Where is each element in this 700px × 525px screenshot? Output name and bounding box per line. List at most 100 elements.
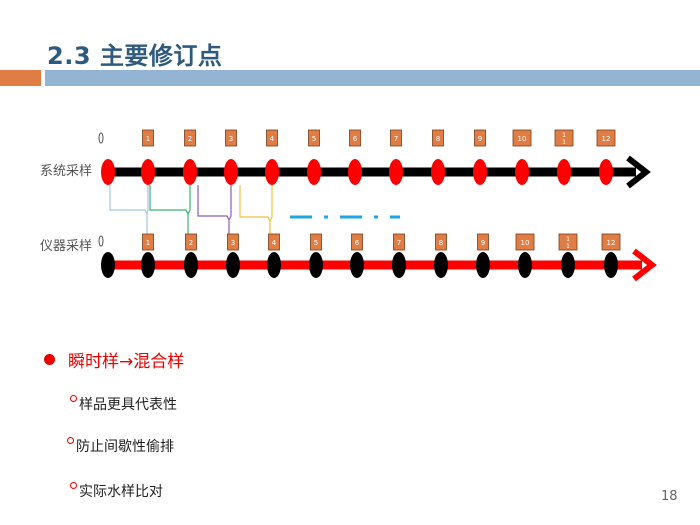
sub-bullet-text: 样品更具代表性 (79, 397, 177, 413)
instrument-sample-label-box (142, 233, 154, 251)
sample-connector-line (109, 185, 149, 235)
system-sample-label-box (142, 129, 154, 147)
instrument-sample-dot (350, 252, 364, 278)
header-accent-orange (0, 70, 41, 86)
main-bullet-text: 瞬时样→混合样 (68, 352, 185, 372)
sub-bullet: 样品更具代表性 (70, 394, 177, 414)
system-sample-dot (473, 159, 487, 185)
system-sampling-label: 系统采样 (40, 164, 93, 179)
ring-bullet-icon (67, 437, 74, 444)
instrument-sampling-label: 仪器采样 (40, 239, 93, 254)
instrument-sample-label-box (558, 233, 578, 251)
instrument-sample-dot (309, 252, 323, 278)
instrument-sample-label-text: 1 (566, 236, 570, 243)
system-sample-dot (183, 159, 197, 185)
bullet-dot-icon (44, 354, 55, 365)
instrument-sample-label-text: 3 (231, 239, 235, 247)
system-sample-label-box (225, 129, 237, 147)
instrument-sample-label-text: 10 (521, 239, 530, 247)
ring-bullet-icon (70, 482, 77, 489)
zero-label-ellipse (98, 235, 104, 247)
instrument-arrowhead-icon (632, 248, 657, 282)
system-sample-label-text: 1 (562, 139, 566, 146)
system-sample-dot (101, 159, 115, 185)
system-sample-label-box (349, 129, 361, 147)
system-sample-label-text: 1 (146, 135, 150, 143)
instrument-sample-label-box (601, 233, 621, 251)
instrument-sample-label-text: 5 (314, 239, 318, 247)
instrument-sample-label-text: 12 (607, 239, 616, 247)
instrument-sample-label-box (268, 233, 280, 251)
instrument-sample-label-text: 1 (566, 243, 570, 250)
instrument-sample-label-box (393, 233, 405, 251)
ring-bullet-icon (70, 395, 77, 402)
instrument-sample-dot (101, 252, 115, 278)
sub-bullet: 实际水样比对 (70, 481, 163, 501)
system-sample-label-text: 4 (270, 135, 275, 143)
system-arrowhead-icon (626, 155, 651, 189)
instrument-sample-dot (141, 252, 155, 278)
instrument-sample-label-text: 8 (439, 239, 443, 247)
instrument-sample-label-box (227, 233, 239, 251)
instrument-sample-label-text: 7 (397, 239, 401, 247)
system-sample-dot (265, 159, 279, 185)
system-sample-label-box (596, 129, 616, 147)
sample-connector-line (239, 185, 273, 235)
instrument-sample-dot (392, 252, 406, 278)
instrument-sample-label-text: 1 (146, 239, 150, 247)
system-sample-label-text: 1 (562, 132, 566, 139)
system-sample-dot (557, 159, 571, 185)
system-sample-label-box (474, 129, 486, 147)
instrument-sample-label-text: 9 (481, 239, 485, 247)
instrument-sample-label-box (477, 233, 489, 251)
system-sample-dot (389, 159, 403, 185)
sample-connector-line (149, 185, 191, 235)
system-sample-label-box (432, 129, 444, 147)
system-sample-label-text: 12 (602, 135, 611, 143)
instrument-sample-label-text: 4 (272, 239, 277, 247)
system-sample-dot (141, 159, 155, 185)
system-sample-label-text: 6 (353, 135, 358, 143)
instrument-sample-label-box (310, 233, 322, 251)
system-sample-label-box (184, 129, 196, 147)
system-sample-label-text: 8 (436, 135, 440, 143)
header-accent-blue (45, 70, 700, 86)
system-sample-label-box (554, 129, 574, 147)
instrument-sample-label-text: 6 (355, 239, 360, 247)
instrument-sample-label-box (515, 233, 535, 251)
instrument-sample-dot (476, 252, 490, 278)
instrument-sample-label-box (351, 233, 363, 251)
page-title: 2.3 主要修订点 (47, 42, 223, 70)
instrument-sample-dot (434, 252, 448, 278)
page-number: 18 (661, 489, 678, 504)
sub-bullet: 防止间歇性偷排 (67, 436, 174, 456)
system-sample-label-text: 5 (312, 135, 316, 143)
system-sample-label-box (308, 129, 320, 147)
system-sample-label-box (512, 129, 532, 147)
system-sample-label-box (266, 129, 278, 147)
instrument-sample-label-box (185, 233, 197, 251)
system-sample-dot (599, 159, 613, 185)
system-sample-label-text: 2 (188, 135, 192, 143)
system-sample-dot (307, 159, 321, 185)
main-bullet: 瞬时样→混合样 (44, 347, 184, 372)
system-sample-label-text: 10 (518, 135, 527, 143)
system-sample-label-box (390, 129, 402, 147)
sub-bullet-text: 防止间歇性偷排 (76, 439, 174, 455)
zero-label-ellipse (98, 132, 104, 144)
instrument-sample-dot (226, 252, 240, 278)
sample-connector-line (197, 185, 232, 235)
system-sample-label-text: 9 (478, 135, 482, 143)
system-sample-dot (515, 159, 529, 185)
instrument-sample-dot (604, 252, 618, 278)
instrument-sample-label-box (435, 233, 447, 251)
sub-bullet-text: 实际水样比对 (79, 484, 163, 500)
instrument-sample-dot (518, 252, 532, 278)
system-sample-dot (431, 159, 445, 185)
system-sample-dot (348, 159, 362, 185)
instrument-sample-dot (561, 252, 575, 278)
system-sample-label-text: 7 (394, 135, 398, 143)
instrument-sample-label-text: 2 (189, 239, 193, 247)
instrument-sample-dot (184, 252, 198, 278)
system-sample-label-text: 3 (229, 135, 233, 143)
